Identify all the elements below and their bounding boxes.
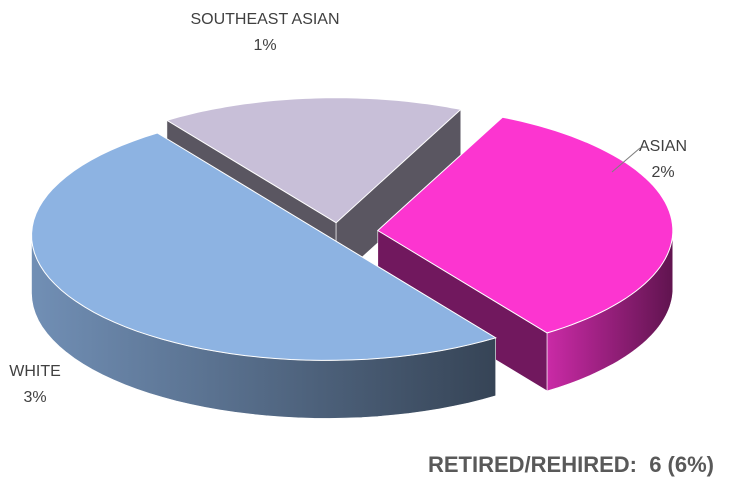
slice <box>165 97 462 224</box>
data-label: SOUTHEAST ASIAN 1% <box>190 7 340 59</box>
slice <box>31 132 497 361</box>
data-label: ASIAN 2% <box>628 134 698 186</box>
footer: RETIRED/REHIRED: 6 (6%) <box>427 452 714 477</box>
category-label: WHITE <box>9 363 61 380</box>
category-label: ASIAN <box>638 138 687 155</box>
value-label: 2% <box>651 164 675 181</box>
leader-line <box>611 147 641 173</box>
value-label: 1% <box>253 37 277 54</box>
slice <box>376 116 674 334</box>
value-label: 3% <box>23 389 47 406</box>
category-label: SOUTHEAST ASIAN <box>190 11 340 28</box>
data-label: WHITE 3% <box>5 359 65 411</box>
